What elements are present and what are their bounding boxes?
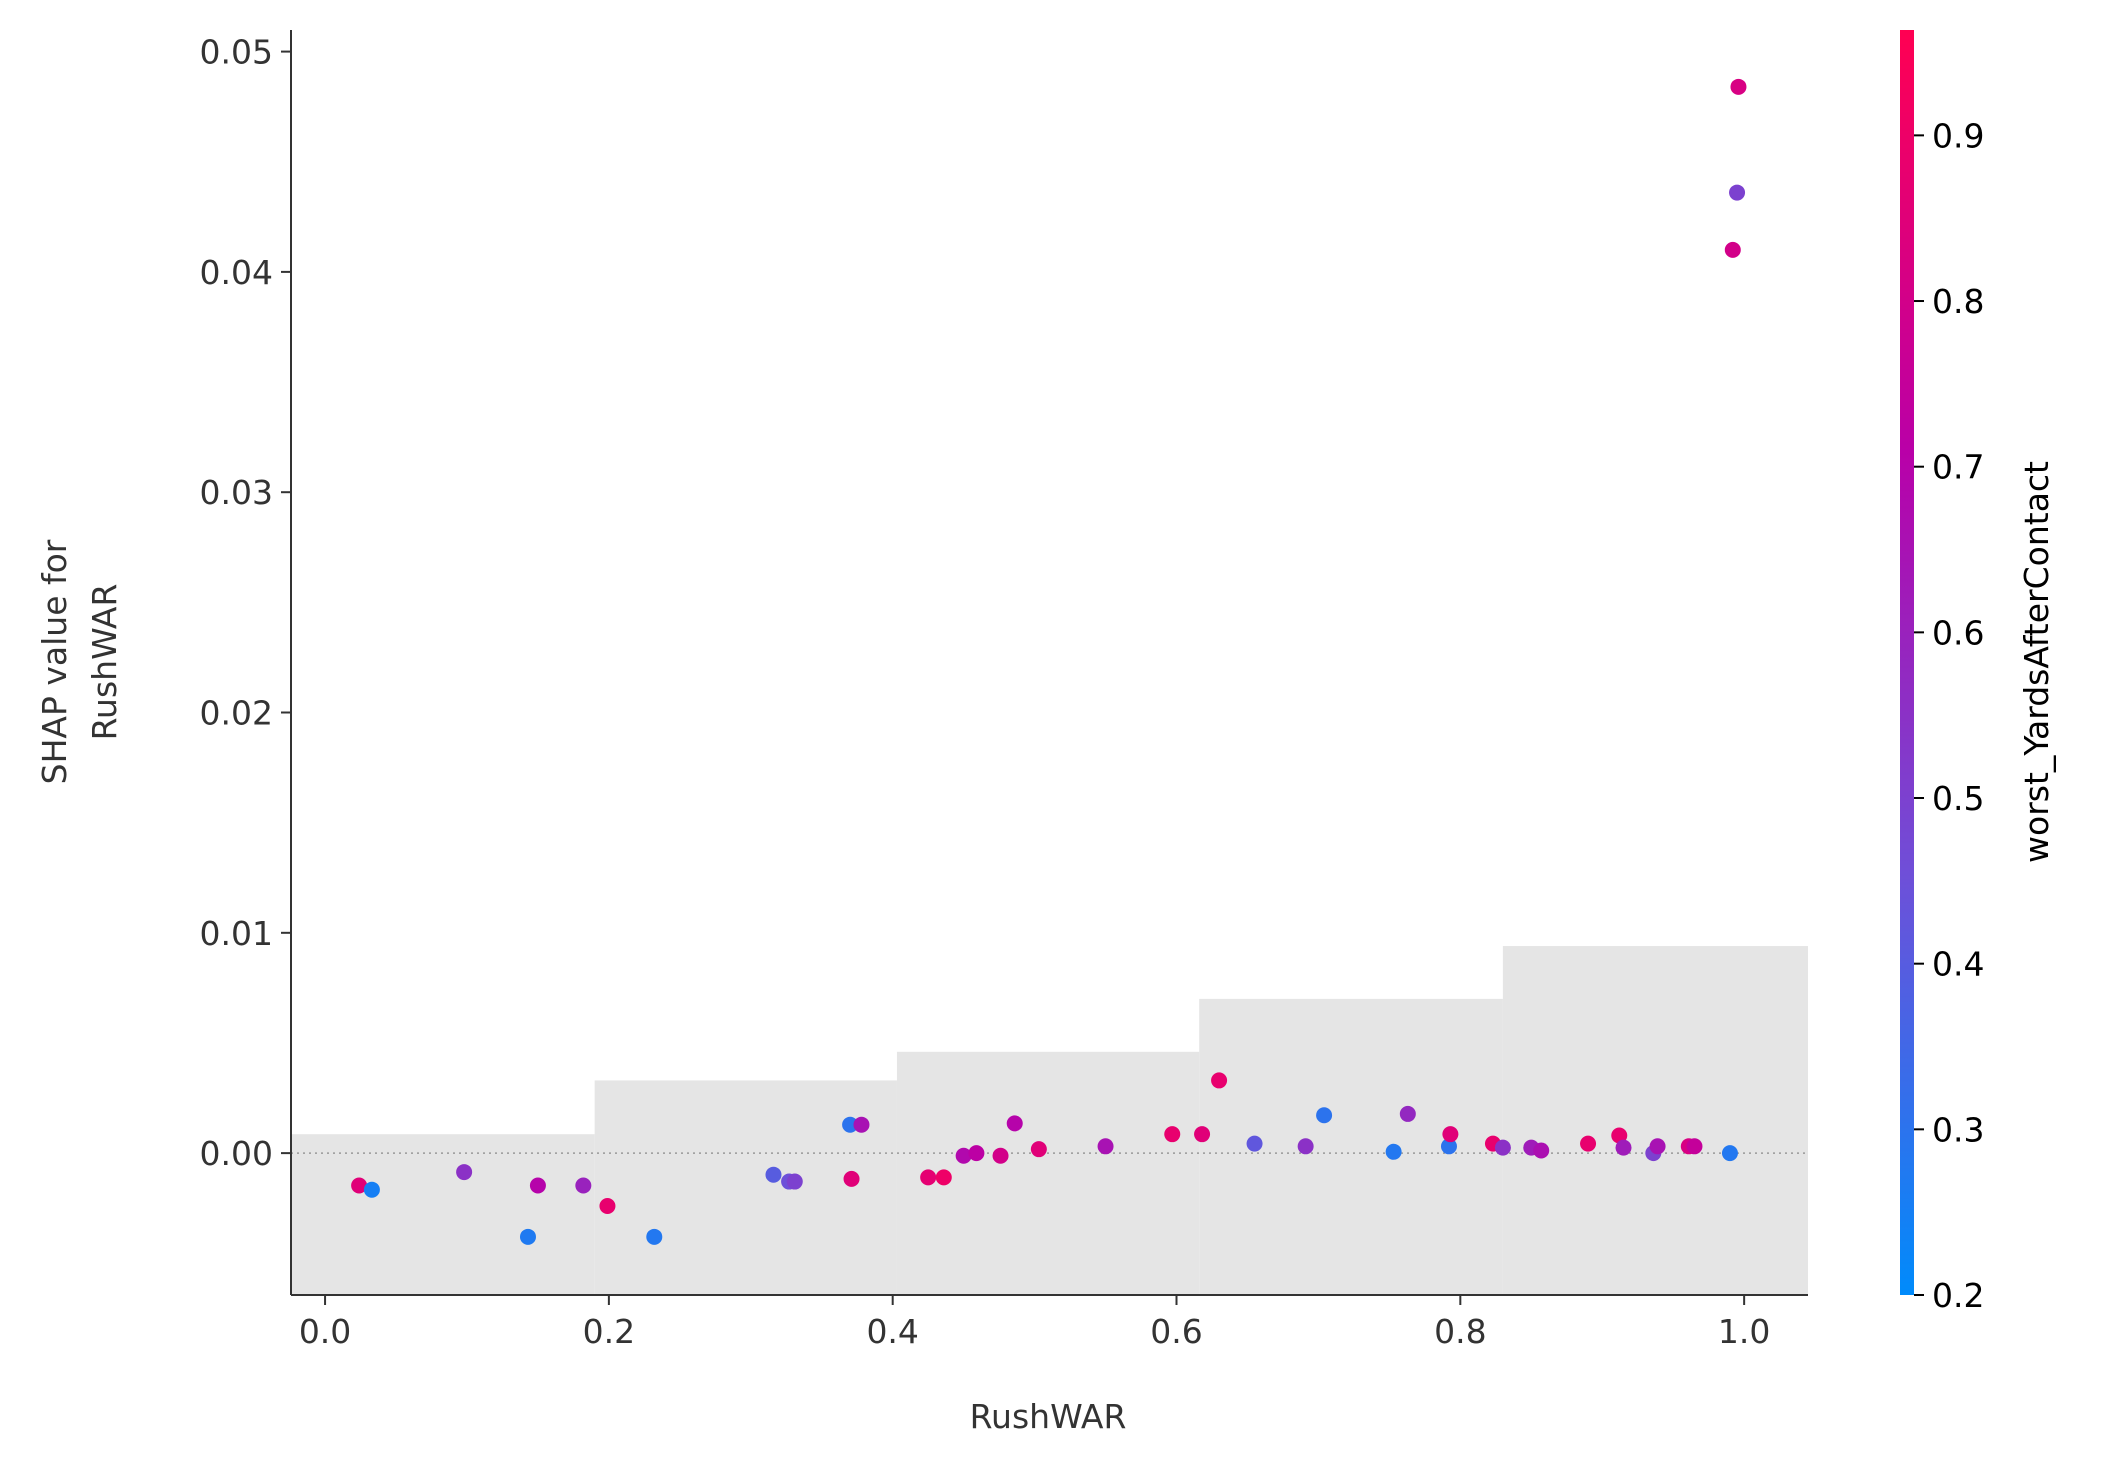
colorbar-label: worst_YardsAfterContact — [2017, 461, 2056, 863]
colorbar — [1900, 30, 1914, 1295]
point — [1615, 1139, 1632, 1156]
histogram-bar — [291, 1134, 595, 1295]
y-tick-label: 0.01 — [200, 914, 273, 953]
point — [1442, 1126, 1459, 1143]
y-axis-label: RushWAR — [85, 584, 124, 741]
point — [529, 1177, 546, 1194]
colorbar-tick-label: 0.3 — [1932, 1110, 1984, 1149]
y-tick-label: 0.02 — [200, 694, 273, 733]
point — [575, 1177, 592, 1194]
point — [842, 1116, 859, 1133]
point — [363, 1181, 380, 1198]
point — [1297, 1138, 1314, 1155]
y-tick-label: 0.05 — [200, 33, 273, 72]
x-tick-label: 0.6 — [1150, 1312, 1202, 1351]
point — [1246, 1135, 1263, 1152]
point — [1030, 1141, 1047, 1158]
colorbar-tick-label: 0.4 — [1932, 945, 1984, 984]
colorbar-tick-label: 0.6 — [1932, 613, 1984, 652]
point — [1006, 1115, 1023, 1132]
x-tick-label: 1.0 — [1718, 1312, 1770, 1351]
x-axis-label: RushWAR — [970, 1397, 1127, 1436]
x-tick-label: 0.2 — [583, 1312, 635, 1351]
point — [1721, 1145, 1738, 1162]
point — [765, 1166, 782, 1183]
histogram-bar — [594, 1080, 897, 1295]
histogram-bar — [1199, 998, 1503, 1295]
colorbar-tick-label: 0.5 — [1932, 779, 1984, 818]
point — [935, 1169, 952, 1186]
point — [843, 1170, 860, 1187]
y-tick-label: 0.00 — [200, 1134, 273, 1173]
y-axis-label: SHAP value for — [35, 539, 74, 784]
point — [1097, 1138, 1114, 1155]
point — [519, 1228, 536, 1245]
x-tick-label: 0.0 — [299, 1312, 351, 1351]
point — [853, 1116, 870, 1133]
point — [1649, 1138, 1666, 1155]
colorbar-tick-label: 0.7 — [1932, 448, 1984, 487]
point — [920, 1169, 937, 1186]
point — [1533, 1142, 1550, 1159]
point — [1724, 241, 1741, 258]
x-tick-label: 0.4 — [866, 1312, 918, 1351]
point — [1211, 1072, 1228, 1089]
point — [1686, 1138, 1703, 1155]
colorbar-tick-label: 0.2 — [1932, 1276, 1984, 1315]
point — [1316, 1107, 1333, 1124]
point — [1729, 184, 1746, 201]
point — [599, 1197, 616, 1214]
point — [456, 1164, 473, 1181]
histogram-bar — [1502, 946, 1808, 1295]
point — [1611, 1127, 1628, 1144]
y-tick-label: 0.04 — [200, 253, 273, 292]
point — [955, 1147, 972, 1164]
point — [351, 1177, 368, 1194]
point — [1580, 1135, 1597, 1152]
point — [992, 1147, 1009, 1164]
point — [646, 1228, 663, 1245]
y-tick-label: 0.03 — [200, 473, 273, 512]
point — [1730, 78, 1747, 95]
point — [1494, 1139, 1511, 1156]
point — [1164, 1126, 1181, 1143]
point — [786, 1173, 803, 1190]
point — [1385, 1143, 1402, 1160]
point — [1194, 1126, 1211, 1143]
point — [1440, 1138, 1457, 1155]
colorbar-tick-label: 0.9 — [1932, 116, 1984, 155]
point — [968, 1145, 985, 1162]
point — [1399, 1105, 1416, 1122]
x-tick-label: 0.8 — [1434, 1312, 1486, 1351]
colorbar-tick-label: 0.8 — [1932, 282, 1984, 321]
